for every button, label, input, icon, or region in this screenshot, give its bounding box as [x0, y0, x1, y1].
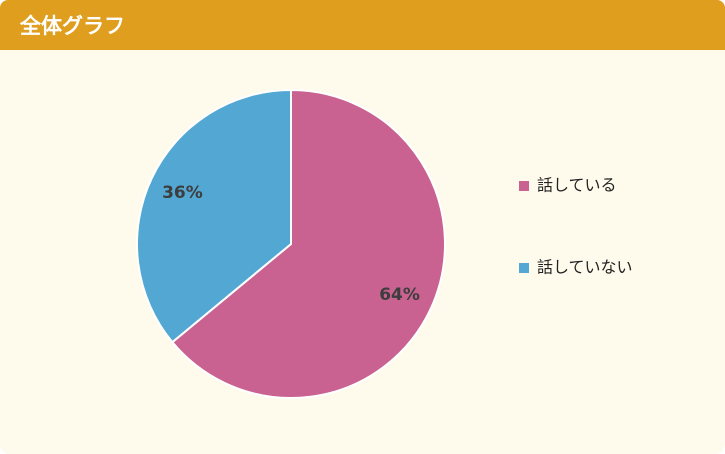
- data-label: 36%: [162, 183, 203, 203]
- pie-slice: [136, 88, 292, 344]
- pie-slice: [170, 88, 446, 399]
- legend-swatch: [519, 263, 529, 273]
- data-label: 64%: [379, 285, 420, 305]
- legend-label: 話していない: [537, 258, 633, 277]
- chart-title: 全体グラフ: [20, 14, 125, 38]
- legend-label: 話している: [537, 176, 617, 195]
- header: 全体グラフ: [0, 0, 725, 50]
- legend-swatch: [519, 181, 529, 191]
